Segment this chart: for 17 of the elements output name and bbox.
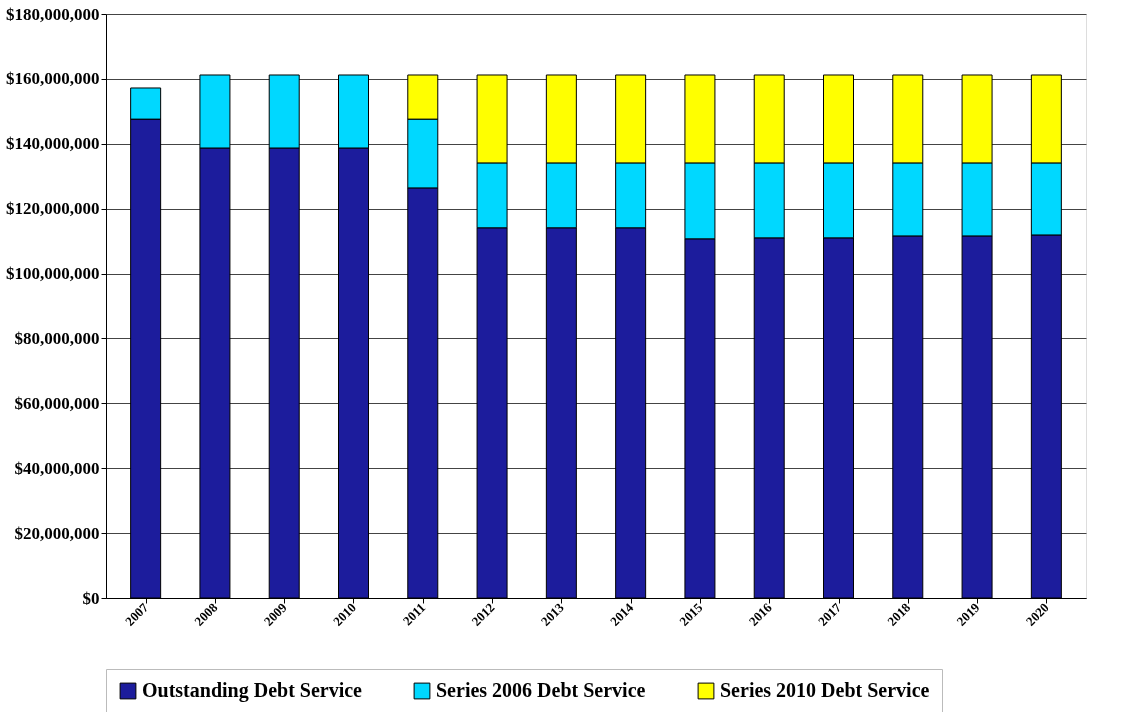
y-tick-label: $100,000,000 — [6, 264, 100, 284]
y-tick-label: $20,000,000 — [14, 523, 100, 543]
x-tick-label: 2011 — [399, 599, 429, 629]
y-tick-label: $40,000,000 — [14, 458, 100, 478]
y-tick-label: $0 — [82, 588, 100, 608]
legend-label: Outstanding Debt Service — [142, 679, 363, 702]
y-tick-label: $120,000,000 — [6, 199, 100, 219]
legend-label: Series 2010 Debt Service — [720, 679, 930, 701]
y-tick-label: $160,000,000 — [6, 69, 100, 89]
y-tick-label: $80,000,000 — [14, 328, 100, 348]
y-tick-label: $140,000,000 — [6, 134, 100, 154]
x-tick-label: 2010 — [329, 599, 359, 629]
x-tick-label: 2009 — [260, 599, 291, 629]
x-tick-label: 2013 — [537, 599, 568, 629]
y-tick-label: $180,000,000 — [6, 4, 100, 24]
legend-label: Series 2006 Debt Service — [436, 679, 646, 701]
y-tick-label: $60,000,000 — [14, 393, 100, 413]
